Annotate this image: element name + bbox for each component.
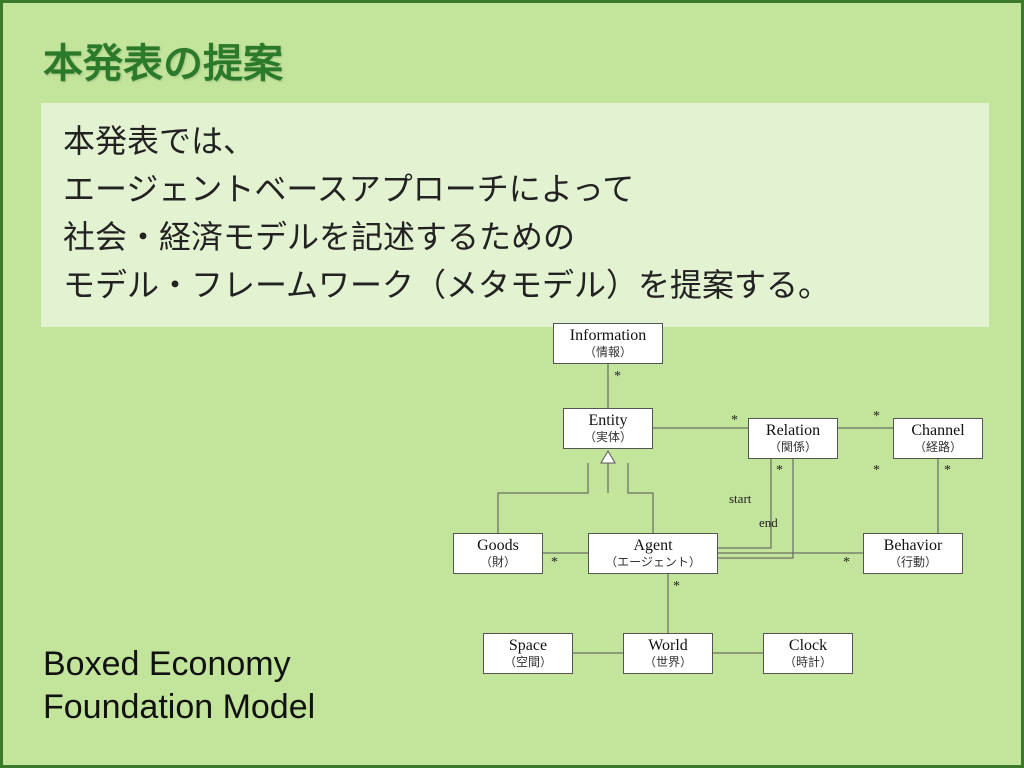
caption-line: Boxed Economy — [43, 643, 315, 686]
uml-node-label-en: Goods — [460, 537, 536, 555]
uml-node-relation: Relation（関係） — [748, 418, 838, 459]
uml-multiplicity: * — [843, 555, 850, 571]
uml-multiplicity: * — [873, 409, 880, 425]
uml-multiplicity: * — [776, 463, 783, 479]
uml-node-label-jp: （情報） — [560, 346, 656, 360]
uml-node-label-en: World — [630, 637, 706, 655]
uml-edge-label: start — [729, 491, 751, 507]
uml-node-label-en: Entity — [570, 412, 646, 430]
uml-node-label-jp: （エージェント） — [595, 556, 711, 570]
uml-node-label-en: Relation — [755, 422, 831, 440]
summary-line: 社会・経済モデルを記述するための — [63, 213, 967, 261]
uml-multiplicity: * — [614, 369, 621, 385]
uml-node-label-jp: （行動） — [870, 556, 956, 570]
uml-node-goods: Goods（財） — [453, 533, 543, 574]
slide-title: 本発表の提案 — [43, 31, 283, 89]
uml-multiplicity: * — [873, 463, 880, 479]
uml-node-label-en: Clock — [770, 637, 846, 655]
uml-multiplicity: * — [944, 463, 951, 479]
uml-node-label-jp: （時計） — [770, 656, 846, 670]
uml-node-channel: Channel（経路） — [893, 418, 983, 459]
uml-node-label-jp: （実体） — [570, 431, 646, 445]
model-caption: Boxed Economy Foundation Model — [43, 643, 315, 728]
uml-node-agent: Agent（エージェント） — [588, 533, 718, 574]
uml-node-label-en: Agent — [595, 537, 711, 555]
uml-node-information: Information（情報） — [553, 323, 663, 364]
uml-diagram: Information（情報） Entity（実体） Relation（関係） Cha… — [373, 323, 993, 753]
uml-multiplicity: * — [673, 579, 680, 595]
uml-node-clock: Clock（時計） — [763, 633, 853, 674]
uml-node-behavior: Behavior（行動） — [863, 533, 963, 574]
summary-line: エージェントベースアプローチによって — [63, 165, 967, 213]
summary-box: 本発表では、 エージェントベースアプローチによって 社会・経済モデルを記述するた… — [41, 103, 989, 327]
uml-multiplicity: * — [731, 413, 738, 429]
uml-edge-label: end — [759, 515, 778, 531]
uml-node-world: World（世界） — [623, 633, 713, 674]
caption-line: Foundation Model — [43, 686, 315, 729]
uml-node-label-jp: （財） — [460, 556, 536, 570]
uml-node-space: Space（空間） — [483, 633, 573, 674]
uml-node-label-jp: （空間） — [490, 656, 566, 670]
summary-line: 本発表では、 — [63, 117, 967, 165]
uml-node-label-jp: （関係） — [755, 441, 831, 455]
uml-node-label-jp: （経路） — [900, 441, 976, 455]
uml-node-label-en: Channel — [900, 422, 976, 440]
uml-node-label-en: Information — [560, 327, 656, 345]
summary-line: モデル・フレームワーク（メタモデル）を提案する。 — [63, 261, 967, 309]
uml-multiplicity: * — [551, 555, 558, 571]
uml-node-label-jp: （世界） — [630, 656, 706, 670]
uml-node-label-en: Behavior — [870, 537, 956, 555]
uml-node-entity: Entity（実体） — [563, 408, 653, 449]
uml-node-label-en: Space — [490, 637, 566, 655]
